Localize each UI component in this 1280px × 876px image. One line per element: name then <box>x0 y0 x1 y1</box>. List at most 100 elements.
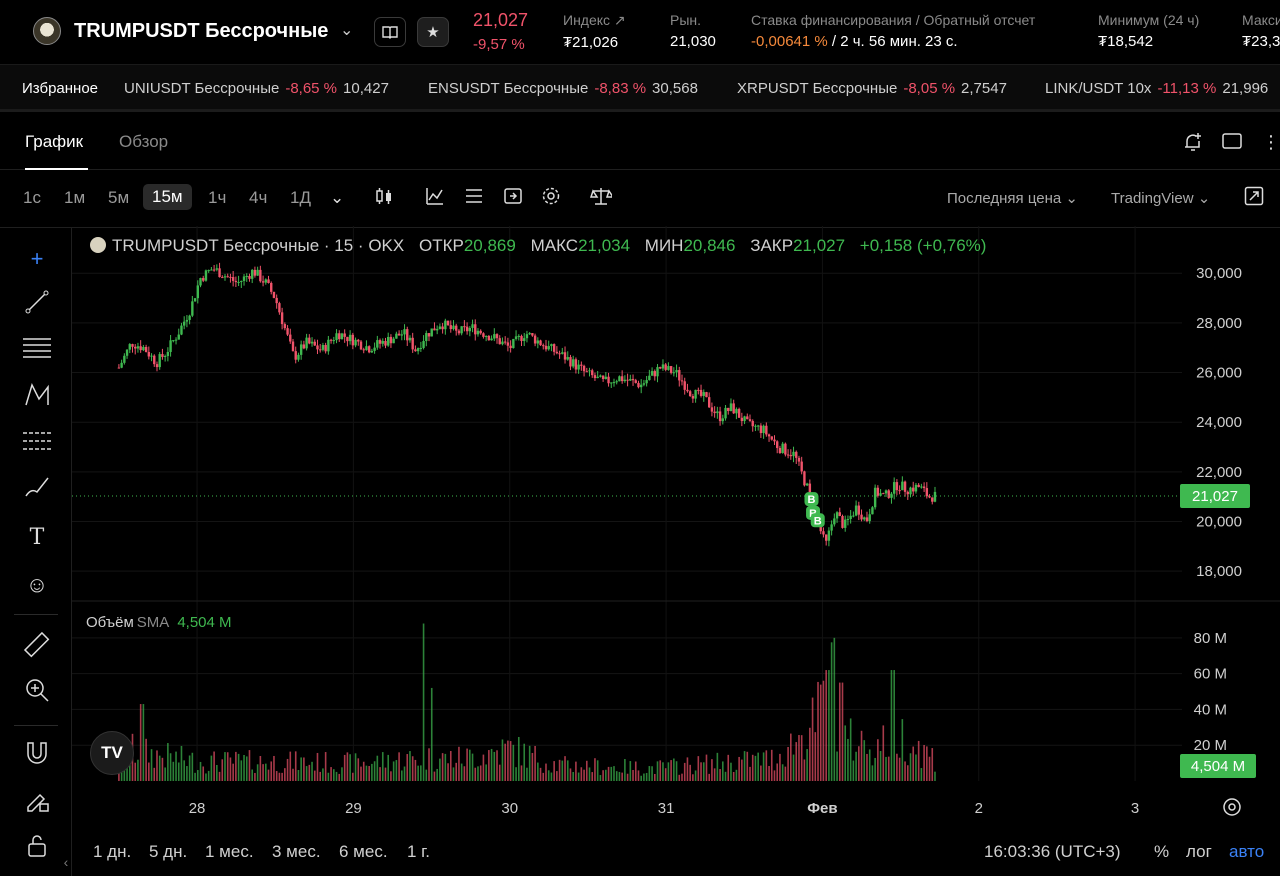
fullscreen-icon[interactable] <box>1244 186 1264 211</box>
candle <box>882 493 885 495</box>
price-type-select[interactable]: Последняя цена ⌄ <box>947 190 1078 207</box>
timeframe-1h[interactable]: 1ч <box>208 188 227 207</box>
favorite-item[interactable]: UNIUSDT Бессрочные -8,65 % 10,427 <box>124 80 389 97</box>
window-icon[interactable] <box>1222 132 1242 155</box>
candle <box>509 345 512 349</box>
symbol-title[interactable]: TRUMPUSDT Бессрочные <box>74 20 329 42</box>
axis-settings-icon[interactable] <box>1223 798 1241 816</box>
auto-toggle[interactable]: авто <box>1229 842 1265 861</box>
zoom-in-icon[interactable] <box>20 677 54 711</box>
candle <box>620 376 624 382</box>
volume-bar <box>896 753 898 781</box>
range-5d[interactable]: 5 дн. <box>149 842 188 861</box>
candle <box>892 482 896 494</box>
horizontal-lines-icon[interactable] <box>20 335 54 369</box>
volume-bar <box>232 763 234 781</box>
clock[interactable]: 16:03:36 (UTC+3) <box>984 842 1121 861</box>
timeframe-4h[interactable]: 4ч <box>249 188 268 207</box>
pattern-icon[interactable] <box>20 381 54 415</box>
range-3m[interactable]: 3 мес. <box>272 842 321 861</box>
range-1m[interactable]: 1 мес. <box>205 842 254 861</box>
volume-bar <box>531 752 534 781</box>
volume-bar <box>923 744 925 781</box>
price-axis[interactable]: 30,000 28,000 26,000 24,000 22,000 20,000 18,0… <box>1196 265 1242 580</box>
text-tool-icon[interactable]: T <box>29 525 45 550</box>
volume-bar <box>161 757 164 781</box>
volume-bar <box>210 755 213 781</box>
volume-bar <box>420 765 422 781</box>
range-1y[interactable]: 1 г. <box>407 842 431 861</box>
alert-add-icon[interactable] <box>1183 132 1203 157</box>
candle <box>199 278 202 286</box>
emoji-icon[interactable]: ☺ <box>25 572 49 597</box>
range-6m[interactable]: 6 мес. <box>339 842 388 861</box>
lock-icon[interactable] <box>20 833 54 867</box>
volume-bar <box>711 759 713 781</box>
trend-line-icon[interactable] <box>20 289 54 323</box>
magnet-icon[interactable] <box>20 740 54 774</box>
volume-bar <box>776 763 779 781</box>
chevron-down-icon: ⌄ <box>1065 190 1078 207</box>
external-link-icon[interactable]: ↗ <box>613 12 626 28</box>
log-toggle[interactable]: лог <box>1186 842 1212 861</box>
candle <box>563 352 567 360</box>
volume-axis[interactable]: 80 M 60 M 40 M 20 M <box>1194 630 1227 754</box>
tab-chart[interactable]: График <box>25 132 84 151</box>
gear-icon[interactable] <box>541 186 561 211</box>
volume-bar <box>449 750 452 781</box>
timeframe-1s[interactable]: 1с <box>23 188 41 207</box>
tradingview-logo[interactable]: TV <box>90 731 134 775</box>
volume-bar <box>670 760 672 781</box>
candle <box>667 366 670 370</box>
volume-bar <box>237 753 240 781</box>
volume-bar <box>333 769 335 781</box>
candle <box>912 487 915 492</box>
more-icon[interactable]: ⋮ <box>1262 132 1280 152</box>
candle <box>694 389 697 399</box>
percent-toggle[interactable]: % <box>1154 842 1170 861</box>
volume-bar <box>836 751 838 781</box>
timeframe-1m[interactable]: 1м <box>64 188 86 207</box>
chart-lib-select[interactable]: TradingView ⌄ <box>1111 190 1211 207</box>
fib-icon[interactable] <box>20 428 54 462</box>
star-icon[interactable]: ★ <box>417 17 449 47</box>
favorite-item[interactable]: ENSUSDT Бессрочные -8,83 % 30,568 <box>428 80 698 97</box>
chevron-down-icon[interactable]: ⌄ <box>340 22 354 39</box>
price-chart[interactable]: BBB 30,000 28,000 26,000 24,000 22,000 20,000… <box>72 226 1280 826</box>
scales-icon[interactable] <box>589 186 615 211</box>
volume-bar <box>322 768 324 781</box>
tab-overview[interactable]: Обзор <box>119 132 169 151</box>
time-axis[interactable]: 28 29 30 31 Фев 2 3 <box>189 800 1140 817</box>
timeframe-15m[interactable]: 15м <box>143 184 192 210</box>
time-tick-label: 2 <box>975 800 983 817</box>
volume-bar <box>158 755 161 781</box>
replay-icon[interactable] <box>503 186 523 211</box>
favorites-title[interactable]: Избранное <box>22 80 99 97</box>
book-icon[interactable] <box>374 17 406 47</box>
candle <box>903 481 907 492</box>
timeframe-5m[interactable]: 5м <box>108 188 130 207</box>
settings-list-icon[interactable] <box>464 186 484 211</box>
candle-type-icon[interactable] <box>374 186 394 211</box>
volume-bar <box>153 767 156 781</box>
volume-bar <box>409 751 411 781</box>
chevron-down-icon[interactable]: ⌄ <box>330 188 345 207</box>
crosshair-icon[interactable]: + <box>30 246 44 271</box>
range-1d[interactable]: 1 дн. <box>93 842 132 861</box>
time-tick-label: 30 <box>501 800 518 817</box>
lock-drawing-icon[interactable] <box>20 787 54 821</box>
volume-bar <box>659 760 662 781</box>
brush-icon[interactable] <box>20 474 54 508</box>
chevron-left-icon[interactable]: ‹ <box>63 854 69 870</box>
candle <box>117 367 121 369</box>
indicators-icon[interactable] <box>425 186 445 211</box>
candle <box>373 347 376 351</box>
volume-bar <box>278 772 281 781</box>
candle <box>185 319 189 322</box>
favorite-item[interactable]: XRPUSDT Бессрочные -8,05 % 2,7547 <box>737 80 1007 97</box>
timeframe-1d[interactable]: 1Д <box>290 188 311 207</box>
volume-bar <box>692 774 694 781</box>
volume-bar <box>248 750 251 781</box>
favorite-item[interactable]: LINK/USDT 10x -11,13 % 21,996 <box>1045 80 1269 97</box>
ruler-icon[interactable] <box>20 631 54 665</box>
